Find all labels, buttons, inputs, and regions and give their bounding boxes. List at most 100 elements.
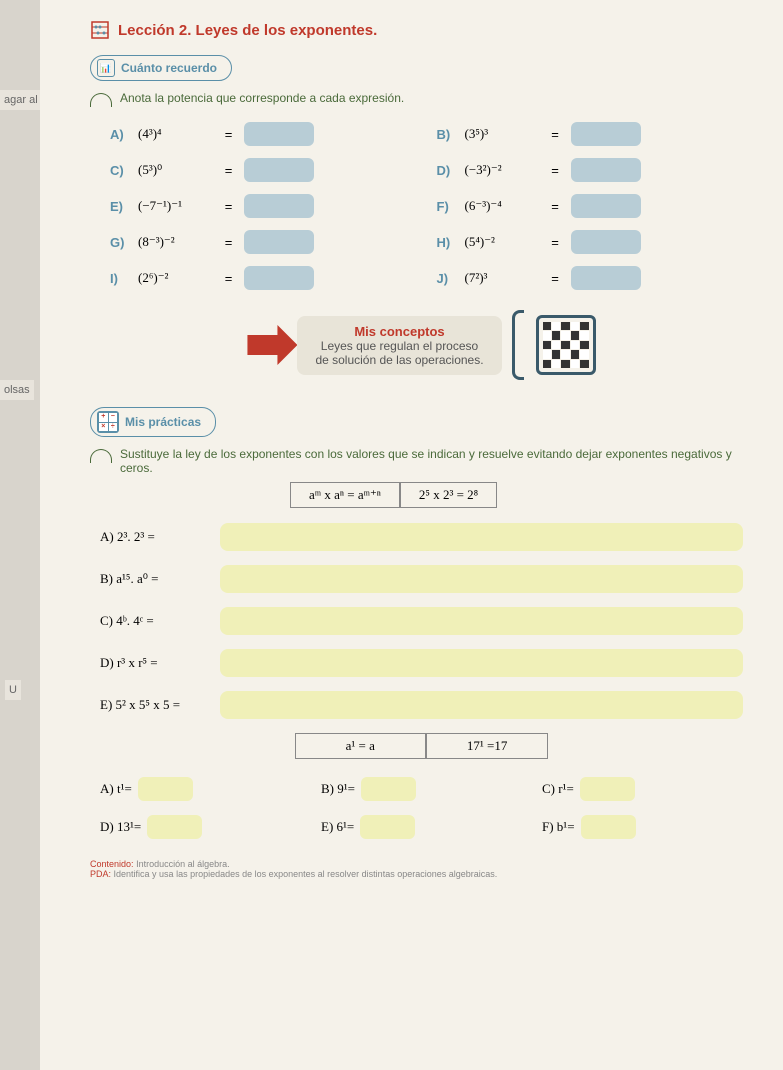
formula-row-1: aᵐ x aⁿ = aᵐ⁺ⁿ 2⁵ x 2³ = 2⁸ [290,482,753,508]
answer-box[interactable] [244,266,314,290]
exercise-a: A) (4³)⁴ = [110,122,407,146]
ex-expr: (6⁻³)⁻⁴ [465,198,540,214]
arrow-icon [247,325,297,365]
ex-expr: (7²)³ [465,270,540,286]
answer-box[interactable] [571,194,641,218]
lesson-title-row: Lección 2. Leyes de los exponentes. [90,20,753,40]
exercise-grid: A) (4³)⁴ = B) (3⁵)³ = C) (5³)⁰ = D) (−3²… [90,122,753,290]
answer-box-short[interactable] [581,815,636,839]
practice-label: C) 4ᵇ. 4ᶜ = [100,613,210,629]
ex-eq: = [548,163,563,178]
footer-contenido-label: Contenido: [90,859,134,869]
ex-eq: = [548,271,563,286]
section-recall-badge: 📊 Cuánto recuerdo [90,55,232,81]
ex-eq: = [221,199,236,214]
concepts-line1: Leyes que regulan el proceso [315,339,483,353]
ex-eq: = [548,199,563,214]
answer-box[interactable] [571,230,641,254]
practice-b: B) a¹⁵. a⁰ = [100,565,743,593]
answer-box[interactable] [244,122,314,146]
ex-expr: (−3²)⁻² [465,162,540,178]
exercise-i: I) (2⁶)⁻² = [110,266,407,290]
practice-list-2: A) t¹= B) 9¹= C) r¹= D) 13¹= E) 6¹= F) b… [90,777,753,839]
ex-eq: = [221,127,236,142]
answer-box-long[interactable] [220,607,743,635]
footer-contenido: Introducción al álgebra. [136,859,230,869]
ex-eq: = [221,235,236,250]
qr-code[interactable] [536,315,596,375]
answer-box-short[interactable] [360,815,415,839]
answer-box-long[interactable] [220,565,743,593]
answer-box[interactable] [244,194,314,218]
answer-box[interactable] [571,266,641,290]
formula-row-2: a¹ = a 17¹ =17 [90,733,753,759]
bracket-icon [512,310,524,380]
ex-eq: = [221,271,236,286]
footer: Contenido: Introducción al álgebra. PDA:… [90,859,753,879]
formula-rule: aᵐ x aⁿ = aᵐ⁺ⁿ [290,482,400,508]
exercise-h: H) (5⁴)⁻² = [437,230,734,254]
practice-label: B) 9¹= [321,781,355,797]
ex-letter: H) [437,235,457,250]
exercise-g: G) (8⁻³)⁻² = [110,230,407,254]
practice-label: D) r³ x r⁵ = [100,655,210,671]
practice2-a: A) t¹= [100,777,301,801]
protractor-icon [90,93,112,107]
ex-letter: G) [110,235,130,250]
answer-box-short[interactable] [138,777,193,801]
concepts-title: Mis conceptos [315,324,483,339]
instruction-1: Anota la potencia que corresponde a cada… [90,91,753,107]
ex-letter: F) [437,199,457,214]
ex-letter: B) [437,127,457,142]
ex-letter: C) [110,163,130,178]
answer-box-long[interactable] [220,649,743,677]
practice-a: A) 2³. 2³ = [100,523,743,551]
side-tab-3: U [5,680,21,700]
footer-pda: Identifica y usa las propiedades de los … [114,869,498,879]
practice-e: E) 5² x 5⁵ x 5 = [100,691,743,719]
answer-box-short[interactable] [147,815,202,839]
section-recall-label: Cuánto recuerdo [121,61,217,75]
side-tab-1: agar al [0,90,42,110]
practice2-e: E) 6¹= [321,815,522,839]
practice2-f: F) b¹= [542,815,743,839]
ex-eq: = [548,235,563,250]
ex-letter: I) [110,271,130,286]
practice-d: D) r³ x r⁵ = [100,649,743,677]
answer-box-short[interactable] [580,777,635,801]
section-practice-label: Mis prácticas [125,415,201,429]
answer-box[interactable] [244,158,314,182]
exercise-d: D) (−3²)⁻² = [437,158,734,182]
ex-expr: (4³)⁴ [138,126,213,142]
abacus-icon [90,20,110,40]
ex-expr: (3⁵)³ [465,126,540,142]
formula-rule: a¹ = a [295,733,426,759]
exercise-e: E) (−7⁻¹)⁻¹ = [110,194,407,218]
footer-pda-label: PDA: [90,869,111,879]
answer-box-long[interactable] [220,691,743,719]
practice-label: E) 5² x 5⁵ x 5 = [100,697,210,713]
practice-label: B) a¹⁵. a⁰ = [100,571,210,587]
ex-expr: (5⁴)⁻² [465,234,540,250]
answer-box[interactable] [571,122,641,146]
practice2-b: B) 9¹= [321,777,522,801]
ex-eq: = [548,127,563,142]
ex-expr: (5³)⁰ [138,162,213,178]
practice-list-1: A) 2³. 2³ = B) a¹⁵. a⁰ = C) 4ᵇ. 4ᶜ = D) … [90,523,753,719]
answer-box[interactable] [244,230,314,254]
ex-letter: E) [110,199,130,214]
answer-box-long[interactable] [220,523,743,551]
protractor-icon [90,449,112,463]
practice-c: C) 4ᵇ. 4ᶜ = [100,607,743,635]
instruction-2-text: Sustituye la ley de los exponentes con l… [120,447,753,475]
side-tab-2: olsas [0,380,34,400]
ex-letter: A) [110,127,130,142]
exercise-b: B) (3⁵)³ = [437,122,734,146]
practice2-d: D) 13¹= [100,815,301,839]
calculator-icon: +−×÷ [97,411,119,433]
lesson-title: Lección 2. Leyes de los exponentes. [118,22,377,39]
answer-box-short[interactable] [361,777,416,801]
answer-box[interactable] [571,158,641,182]
ex-eq: = [221,163,236,178]
ex-letter: J) [437,271,457,286]
